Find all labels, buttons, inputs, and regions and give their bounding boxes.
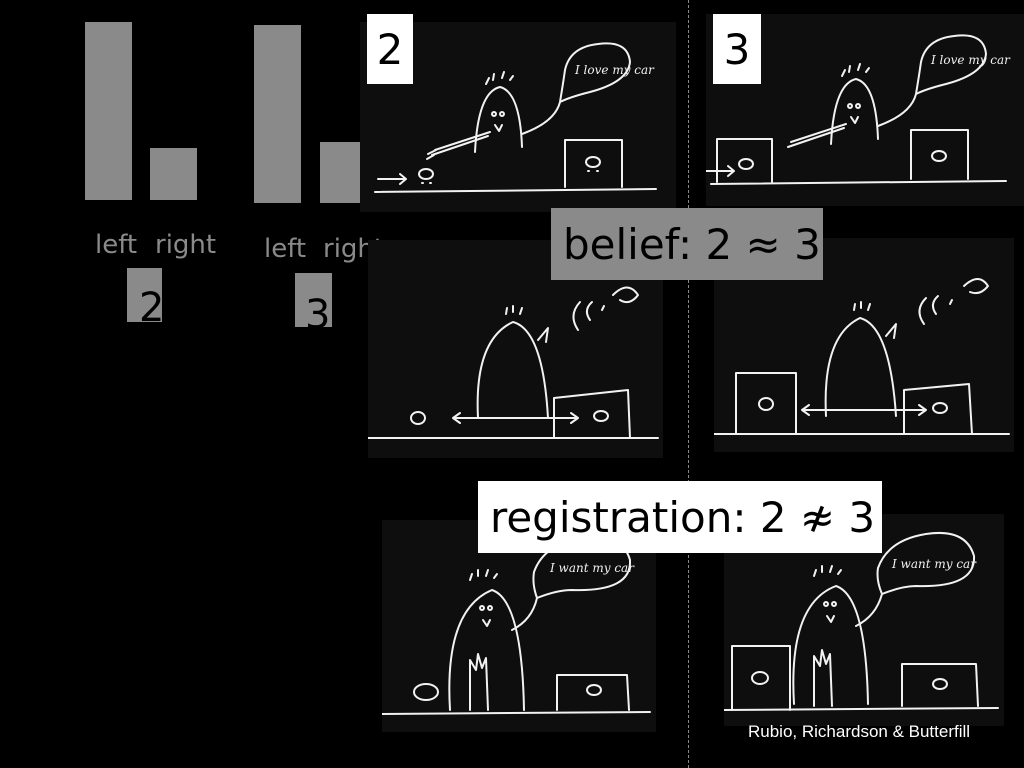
bar-left-condition-3 — [254, 25, 301, 203]
speech-text-want-col3: I want my car — [891, 557, 977, 571]
speech-text-want-col2: I want my car — [549, 561, 635, 575]
condition-number-2-text: 2 — [139, 285, 162, 322]
drawing-col3-row3 — [724, 532, 999, 711]
condition-number-2: 2 — [127, 268, 162, 322]
panel-col2-row3: I want my car — [382, 520, 656, 732]
bar-right-condition-3 — [320, 142, 367, 203]
column-divider — [688, 0, 689, 768]
bar-label-left-condition-2: left — [95, 230, 138, 260]
condition-number-3: 3 — [295, 273, 332, 327]
drawing-col2-row1 — [374, 42, 657, 193]
panel-number-3: 3 — [713, 14, 761, 84]
condition-number-3-text: 3 — [305, 292, 331, 327]
speech-text-love-col2: I love my car — [574, 63, 655, 77]
drawing-col3-row1 — [706, 34, 1007, 185]
panel-number-2: 2 — [367, 14, 413, 84]
registration-label: registration: 2 ≉ 3 — [478, 481, 882, 553]
speech-want-col3: I want my car — [891, 557, 977, 571]
drawing-col2-row2 — [368, 286, 659, 439]
bar-label-left-condition-3: left — [264, 234, 307, 264]
drawing-col2-row3 — [382, 536, 651, 715]
bar-right-condition-2 — [150, 148, 197, 200]
speech-want-col2: I want my car — [549, 561, 635, 575]
speech-love-col2: I love my car — [574, 63, 655, 77]
bar-label-right-condition-2: right — [155, 230, 217, 260]
drawing-col3-row2 — [714, 278, 1010, 435]
speech-text-love-col3: I love my car — [930, 53, 1011, 67]
bar-left-condition-2 — [85, 22, 132, 200]
belief-label: belief: 2 ≈ 3 — [551, 208, 823, 280]
credit-text: Rubio, Richardson & Butterfill — [748, 722, 971, 741]
speech-love-col3: I love my car — [930, 53, 1011, 67]
